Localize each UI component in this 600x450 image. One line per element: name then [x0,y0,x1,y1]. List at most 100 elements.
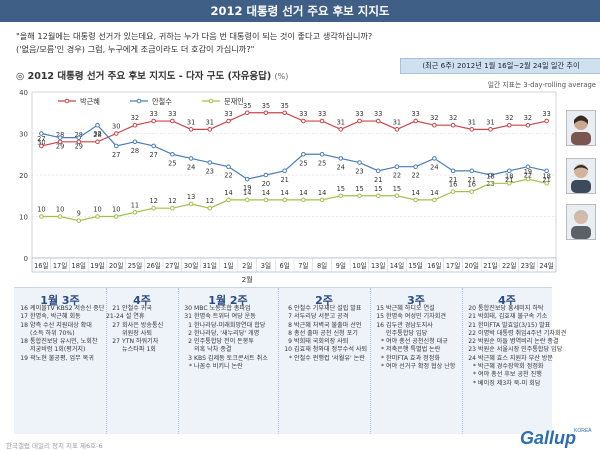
event-text: 위원장 사퇴 [122,329,152,337]
data-point [375,168,381,174]
data-point [375,193,381,199]
data-label: 24 [187,163,195,171]
data-label: 22 [393,172,401,180]
event-item: * 한미FTA 효과 정정화 [370,355,462,363]
event-date: * [380,354,384,362]
week-column: 1월 3주 16 케이블TV KBS2 저승신 중단 17 한명숙, 박근혜 회동 18 양… [14,288,107,434]
data-label: 9 [77,210,81,218]
data-label: 32 [430,114,438,122]
event-item: 21 안철수 귀국 [106,305,178,313]
data-point [301,151,306,157]
event-text: YTN 하워기자 [122,338,159,346]
data-label: 21 [542,176,550,184]
data-label: 33 [374,110,382,118]
period-box: (최근 6주) 2012년 1월 16일~2월 24일 일간 추이 [400,58,600,74]
data-point [113,143,119,149]
x-tick-label: 6일 [280,261,290,270]
data-point [544,181,549,186]
data-label: 31 [468,118,476,126]
event-date: * [380,346,384,354]
data-point [170,118,175,124]
event-text: 베이징 제3차 북-미 회담 [478,379,541,387]
x-tick-label: 13일 [371,261,385,270]
legend-label: 문재인 [224,97,244,106]
data-label: 28 [93,131,101,139]
data-point [450,189,456,194]
x-tick-label: 22일 [502,261,516,270]
event-item: 21 한미FTA 발효일(3/15) 발표 [462,322,552,330]
x-tick-label: 9일 [336,261,346,270]
event-date: * [188,363,192,371]
event-date: * [472,379,476,387]
event-item: 21 박희태, 김효재 불구속 기소 [462,313,552,321]
data-point [132,210,138,215]
week-column: 3주 15 박근혜 하디오 연설 15 한명숙 여성민 기자회견 16 김두관 경남도지사 민… [370,288,463,434]
data-point [432,156,437,161]
data-label: 14 [280,189,288,197]
event-item: 7 서두리당 서문고 공격 [278,313,370,321]
data-point [244,176,250,182]
event-item: 17 한명숙, 박근혜 회동 [14,313,106,321]
data-point [76,135,82,140]
week-label: 1월 3주 [40,294,80,307]
data-label: 13 [187,193,195,201]
event-text: 민주통합당 전이 돈봉투 [194,338,254,346]
data-point [338,127,344,132]
event-date: 27 [112,321,120,329]
data-point [282,110,287,116]
event-text: 여야 총선 공천신청 대규 [386,338,448,346]
data-point [413,164,418,169]
event-item: * 여야 선거구 확정 협상 난항 [370,363,462,371]
event-date: * [288,354,292,362]
data-label: 25 [168,159,176,167]
event-text: MBC 노동조합 총파업 [194,305,251,312]
y-tick-label: 30 [19,131,28,139]
x-tick-label: 14일 [390,261,404,270]
data-point [432,197,437,203]
data-label: 32 [93,130,101,138]
data-label: 35 [262,102,270,110]
event-item: 15 한명숙 여성민 기자회견 [370,313,462,321]
data-label: 32 [131,114,139,122]
data-label: 14 [299,189,307,197]
event-text: 케이블TV KBS2 저승신 중단 [30,305,105,312]
event-text: 민주통합당 입당 [386,329,428,337]
data-point [413,118,418,124]
data-point [113,214,119,219]
x-tick-label: 20일 [109,261,123,270]
event-text: 설 연휴 [125,313,145,321]
event-date: 15 [376,305,384,312]
data-label: 12 [149,197,157,205]
chart-unit: (%) [274,72,289,81]
series-line [41,124,547,180]
event-text: 한명숙 트위터 여당 운동 [194,313,256,321]
data-label: 25 [299,159,307,167]
data-point [338,156,344,161]
event-date: 1 [188,321,192,329]
event-text: 한나라당, '새누리당' 개명 [194,329,260,337]
event-item: 8 박근혜 처벽국 불출마 선언 [278,322,370,330]
data-label: 15 [374,185,382,193]
period-note: 일간 지표는 3-day-rolling average [487,81,596,89]
data-point [488,127,493,132]
week-column: 4주 20 통합진보당 홍세미지 하탁 21 박희태, 김효재 불구속 기소 21 한미FT… [462,288,566,434]
event-item: 3 KBS 김제동 토크콘서트 취소 [178,355,278,363]
data-point [525,176,531,182]
x-tick-label: 17일 [446,261,460,270]
data-point [413,197,418,203]
event-date: 16 [376,321,384,329]
event-item: 22 이명박 대통령 취임4주년 기자회견 [462,330,566,338]
event-date: 18 [20,321,28,329]
event-date: 21-24 [106,313,124,321]
event-text: 양측 수산 지원대상 확대 [30,321,92,329]
event-text: 의혹 낙차 종결 [194,346,232,354]
data-point [188,127,194,132]
data-label: 14 [262,189,270,197]
data-label: 15 [337,185,345,193]
event-item: 27 회사은 방송통신 [106,322,178,330]
event-text: 통합진보당 유시민, 노회찬 [30,338,98,346]
data-point [357,118,362,124]
data-point [76,218,82,223]
event-date: 27 [112,338,120,346]
data-point [357,160,362,165]
